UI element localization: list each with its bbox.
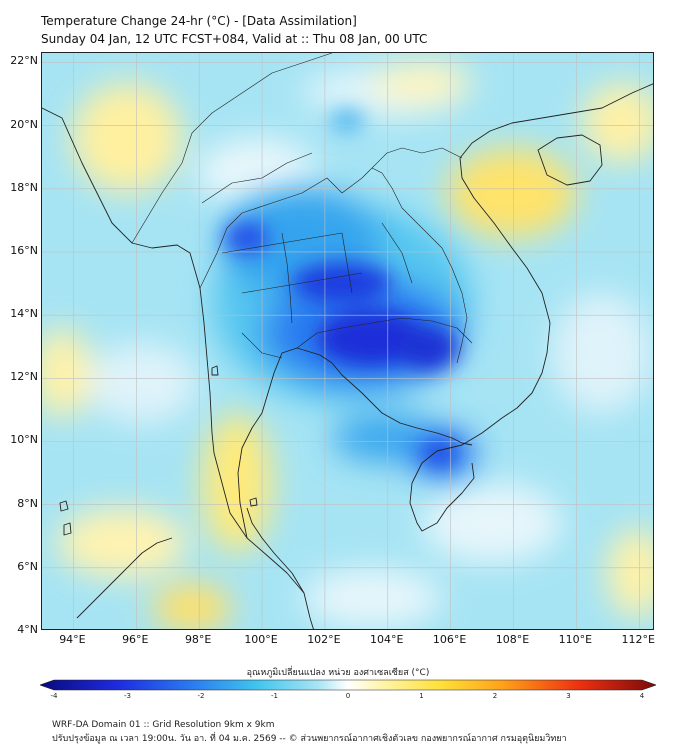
colorbar-tick-label: 1	[419, 692, 424, 700]
lon-tick-label: 98°E	[184, 633, 212, 646]
warm-patch-northeast	[582, 83, 653, 163]
coastlines	[42, 83, 653, 629]
colorbar-tick-label: -3	[124, 692, 131, 700]
warm-patch-southeast	[607, 528, 653, 618]
country-border	[371, 147, 463, 169]
lon-tick-label: 110°E	[558, 633, 593, 646]
cold-center	[329, 109, 365, 133]
white-patch	[422, 483, 562, 563]
lon-tick-label: 106°E	[432, 633, 467, 646]
small-island	[63, 522, 72, 536]
colorbar-tick-label: 0	[345, 692, 351, 700]
lat-tick-label: 8°N	[17, 496, 38, 510]
colorbar	[40, 679, 656, 691]
sumatra-coast	[76, 537, 173, 619]
province-border	[341, 232, 353, 294]
graticule	[42, 53, 653, 629]
country-border	[199, 177, 343, 289]
province-border	[221, 232, 343, 254]
province-border	[241, 272, 363, 294]
lat-tick-label: 20°N	[10, 117, 38, 131]
cold-max	[225, 109, 458, 467]
colorbar-tick-label: -1	[271, 692, 278, 700]
small-island	[211, 365, 219, 376]
lat-tick-label: 10°N	[10, 433, 38, 447]
country-border	[296, 317, 473, 349]
colorbar-bar	[40, 679, 656, 691]
colorbar-tick-label: -2	[197, 692, 205, 700]
warm-patch-west	[42, 328, 92, 418]
lon-tick-label: 104°E	[370, 633, 404, 646]
gulf-coastline	[237, 347, 473, 539]
map-subtitle: Sunday 04 Jan, 12 UTC FCST+084, Valid at…	[41, 32, 428, 46]
map-panel	[41, 52, 654, 630]
warm-patch-northeast	[447, 148, 577, 238]
field-shading	[42, 61, 653, 629]
cold-center	[292, 263, 392, 303]
mekong-delta	[409, 462, 475, 532]
lon-tick-label: 112°E	[621, 633, 655, 646]
white-patch	[87, 343, 197, 423]
lat-tick-label: 6°N	[17, 559, 38, 573]
cold-center	[225, 222, 269, 254]
warm-patch-northwest	[72, 83, 182, 193]
province-border	[281, 232, 293, 324]
cold-center	[422, 439, 458, 467]
temperature-change-map	[42, 53, 653, 629]
colorbar-tick-label: 2	[492, 692, 498, 700]
warm-patch-north	[372, 61, 472, 105]
colorbar-tick-label: -4	[50, 692, 58, 700]
province-border	[381, 222, 413, 284]
lon-tick-label: 102°E	[307, 633, 341, 646]
lon-tick-label: 96°E	[122, 633, 149, 646]
small-island	[249, 497, 258, 507]
mainland-coastline	[42, 107, 314, 629]
small-island	[59, 500, 69, 512]
lat-tick-label: 18°N	[10, 180, 38, 194]
colorbar-tick-label: 4	[639, 692, 645, 700]
province-border	[241, 332, 283, 359]
borders	[131, 53, 473, 364]
vietnam-coastline	[411, 83, 653, 484]
lat-tick-label: 22°N	[10, 54, 38, 68]
warm-patch-south	[152, 583, 232, 629]
white-patch	[302, 568, 442, 628]
map-title: Temperature Change 24-hr (°C) - [Data As…	[41, 14, 357, 28]
lon-tick-label: 108°E	[495, 633, 530, 646]
lat-tick-label: 14°N	[10, 307, 38, 321]
footer-credit: ปรับปรุงข้อมูล ณ เวลา 19:00น. วัน อา. ที…	[52, 734, 567, 744]
hainan-island	[537, 134, 603, 186]
footer-model-info: WRF-DA Domain 01 :: Grid Resolution 9km …	[52, 720, 275, 730]
lat-tick-label: 4°N	[17, 623, 38, 636]
malay-coast	[246, 507, 305, 594]
country-border	[131, 53, 333, 244]
cold-center	[397, 326, 457, 370]
lat-tick-label: 16°N	[10, 243, 38, 257]
lon-tick-label: 94°E	[59, 633, 86, 646]
lat-tick-label: 12°N	[10, 370, 38, 384]
colorbar-title: อุณหภูมิเปลี่ยนแปลง หน่วย องศาเซลเซียส (…	[246, 668, 430, 678]
province-border	[201, 152, 313, 204]
colorbar-tick-label: 3	[566, 692, 571, 700]
lon-tick-label: 100°E	[244, 633, 278, 646]
warm-patch-peninsula	[202, 413, 272, 553]
white-patch	[552, 293, 652, 413]
warm-patch-southwest	[57, 508, 187, 578]
